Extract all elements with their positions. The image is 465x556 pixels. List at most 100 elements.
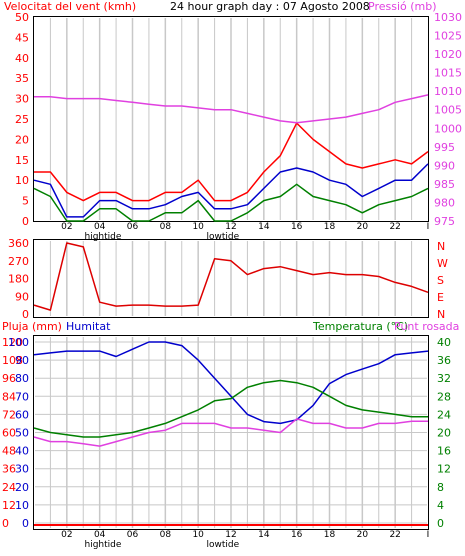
rain-axis-tick: 84 [2,390,16,403]
wind-axis-tick: 30 [15,93,29,106]
pressure-axis-tick: 995 [434,141,455,154]
wind_avg-line [33,163,429,218]
temperature-axis-tick: 4 [437,499,444,512]
hour-tick-label: 06 [127,222,139,232]
humidity-label: Humitat [66,320,111,333]
humidity-axis-tick: 30 [15,463,29,476]
humidity-axis-tick: 40 [15,445,29,458]
pressure-axis-tick: 1010 [434,85,462,98]
humidity-axis-tick: 80 [15,372,29,385]
lowtide-label: lowtide [206,540,239,550]
pressure-axis-tick: 1005 [434,104,462,117]
humidity-axis-tick: 70 [15,390,29,403]
hour-tick-label: I [427,222,430,232]
compass-letter: N [437,308,445,321]
pressure-axis-tick: 1015 [434,67,462,80]
hour-tick-label: 04 [94,222,106,232]
wind_low-line [33,183,429,222]
rain-axis-tick: 24 [2,481,16,494]
wind-axis-tick: 0 [22,215,29,228]
temperature-axis-tick: 0 [437,517,444,530]
hour-tick-label: 22 [389,222,400,232]
wind-axis-tick: 10 [15,174,29,187]
dewpoint-label: Punt rosada [394,320,459,333]
temperature-line [33,379,428,438]
hour-tick-label: 12 [225,530,236,540]
hour-tick-label: 16 [291,530,303,540]
temperature-axis-tick: 36 [437,354,451,367]
hour-tick-label: 14 [258,530,270,540]
humidity-axis-tick: 10 [15,499,29,512]
hour-tick-label: 22 [389,530,400,540]
humidity-axis-tick: 60 [15,408,29,421]
rain-axis-tick: 48 [2,445,16,458]
direction-axis-tick: 360 [8,237,29,250]
wind_gust-line [34,122,429,202]
wind-axis-tick: 40 [15,52,29,65]
lowtide-label: lowtide [206,232,239,242]
pressure-axis-tick: 990 [434,159,455,172]
pressure-axis-tick: 1020 [434,48,462,61]
compass-letter: S [437,274,444,287]
wind-axis-tick: 20 [15,133,29,146]
rain-axis-tick: 120 [2,336,23,349]
hightide-label: hightide [84,232,121,242]
hour-tick-label: 14 [258,222,270,232]
rain-axis-tick: 36 [2,463,16,476]
pressure-title: Pressió (mb) [368,0,437,13]
wind-axis-tick: 45 [15,31,29,44]
temperature-label: Temperatura (°C) [312,320,408,333]
hour-tick-label: 04 [94,530,106,540]
hour-tick-label: 20 [357,530,369,540]
humidity-line [33,341,429,425]
dewpoint-line [33,418,428,447]
hour-tick-label: 02 [61,222,72,232]
rain-axis-tick: 0 [2,517,9,530]
humidity-axis-tick: 20 [15,481,29,494]
hour-tick-label: 08 [160,222,172,232]
humidity-axis-tick: 0 [22,517,29,530]
axis-labels: 02 04 06 08 10 12 14 16 18 20 22 I02 04 06 08 10 12 14 16 1… [2,11,462,550]
compass-letter: N [437,240,445,253]
humidity-axis-tick: 90 [15,354,29,367]
temperature-axis-tick: 28 [437,390,451,403]
hour-tick-label: 10 [192,222,204,232]
rain-label: Pluja (mm) [2,320,62,333]
wind-axis-tick: 5 [22,195,29,208]
temperature-axis-tick: 16 [437,445,451,458]
wind-direction-line [33,242,429,311]
pressure-axis-tick: 975 [434,215,455,228]
hour-tick-label: 18 [324,222,336,232]
temperature-axis-tick: 8 [437,481,444,494]
temperature-axis-tick: 12 [437,463,451,476]
compass-letter: E [437,291,444,304]
hightide-label: hightide [84,540,121,550]
direction-axis-tick: 270 [8,255,29,268]
wind-speed-title: Velocitat del vent (kmh) [4,0,136,13]
hour-tick-label: 08 [160,530,172,540]
hour-tick-label: 20 [357,222,369,232]
rain-axis-tick: 60 [2,427,16,440]
temperature-axis-tick: 40 [437,336,451,349]
pressure-axis-tick: 1000 [434,122,462,135]
temperature-axis-tick: 32 [437,372,451,385]
rain-axis-tick: 12 [2,499,16,512]
direction-axis-tick: 180 [8,273,29,286]
data-series [33,94,429,526]
grid-lines [35,18,427,528]
pressure-axis-tick: 985 [434,178,455,191]
hour-tick-label: 10 [192,530,204,540]
humidity-axis-tick: 50 [15,427,29,440]
rain-axis-tick: 96 [2,372,16,385]
hour-tick-label: I [427,530,430,540]
wind-axis-tick: 50 [15,11,29,24]
temperature-axis-tick: 24 [437,408,451,421]
pressure-axis-tick: 1025 [434,30,462,43]
graph-day-title: 24 hour graph day : 07 Agosto 2008 [170,0,370,13]
hour-tick-label: 02 [61,530,72,540]
hour-tick-label: 16 [291,222,303,232]
wind-axis-tick: 15 [15,154,29,167]
wind-axis-tick: 35 [15,72,29,85]
